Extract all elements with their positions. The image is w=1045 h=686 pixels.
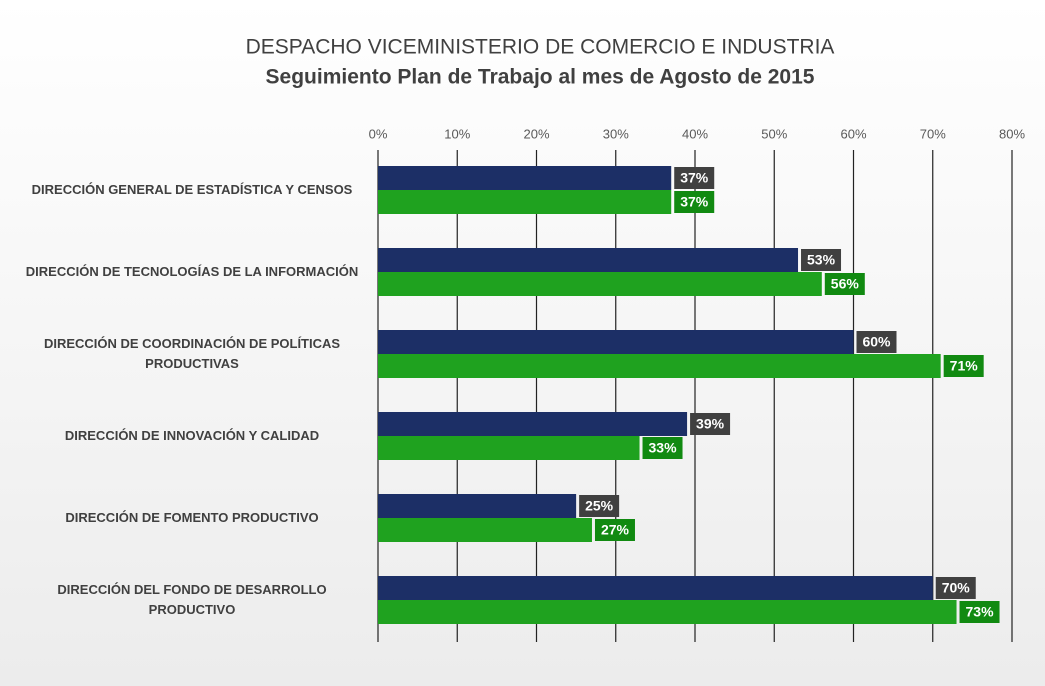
value-label: 53% (807, 252, 836, 268)
value-label: 27% (601, 522, 630, 538)
x-tick-label: 50% (761, 126, 787, 141)
value-label-bg (935, 577, 976, 599)
value-label-bg (579, 495, 620, 517)
value-label-bg (594, 519, 635, 541)
value-label-bg (801, 249, 842, 271)
bar (378, 330, 854, 354)
value-label: 71% (950, 358, 979, 374)
value-label-bg (959, 601, 1000, 623)
value-label: 60% (862, 334, 891, 350)
category-label: DIRECCIÓN DE TECNOLOGÍAS DE LA INFORMACI… (25, 264, 359, 279)
bar (378, 354, 941, 378)
category-label: DIRECCIÓN DE INNOVACIÓN Y CALIDAD (64, 428, 320, 443)
value-label-bg (674, 191, 715, 213)
x-tick-label: 30% (603, 126, 629, 141)
value-label-bg (824, 273, 865, 295)
x-tick-label: 20% (523, 126, 549, 141)
bar (378, 248, 799, 272)
bar (378, 494, 577, 518)
bar (378, 518, 592, 542)
value-label-bg (943, 355, 984, 377)
chart-subtitle: Seguimiento Plan de Trabajo al mes de Ag… (266, 66, 815, 89)
bar (378, 600, 957, 624)
x-tick-label: 0% (369, 126, 388, 141)
category-label: DIRECCIÓN DE COORDINACIÓN DE POLÍTICAS P… (43, 336, 341, 371)
chart-title: DESPACHO VICEMINISTERIO DE COMERCIO E IN… (246, 36, 835, 59)
x-tick-label: 80% (999, 126, 1025, 141)
value-label-bg (674, 167, 715, 189)
bar (378, 272, 822, 296)
bar (378, 166, 672, 190)
value-label: 56% (831, 276, 860, 292)
value-label: 70% (942, 580, 971, 596)
value-label: 33% (649, 440, 678, 456)
bar (378, 190, 672, 214)
value-label: 25% (585, 498, 614, 514)
value-label-bg (642, 437, 683, 459)
x-tick-label: 60% (840, 126, 866, 141)
x-tick-label: 40% (682, 126, 708, 141)
value-label: 37% (680, 194, 709, 210)
x-tick-label: 10% (444, 126, 470, 141)
category-label: DIRECCIÓN DEL FONDO DE DESARROLLO PRODUC… (57, 582, 327, 617)
bar (378, 412, 688, 436)
value-label-bg (856, 331, 897, 353)
value-label: 37% (680, 170, 709, 186)
value-label: 73% (966, 604, 995, 620)
x-tick-label: 70% (920, 126, 946, 141)
category-label: DIRECCIÓN GENERAL DE ESTADÍSTICA Y CENSO… (31, 182, 353, 197)
bar (378, 436, 640, 460)
value-label: 39% (696, 416, 725, 432)
bar (378, 576, 933, 600)
value-label-bg (690, 413, 731, 435)
category-label: DIRECCIÓN DE FOMENTO PRODUCTIVO (65, 510, 319, 525)
